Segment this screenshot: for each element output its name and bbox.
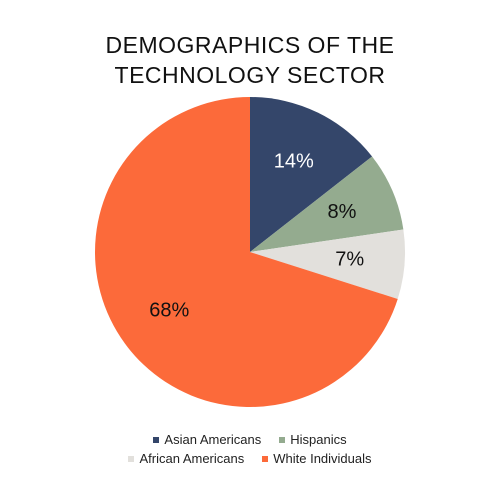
data-label: 8% — [327, 201, 356, 223]
legend-row-1: Asian Americans Hispanics — [0, 430, 500, 449]
legend-swatch — [279, 436, 286, 443]
legend-label: White Individuals — [273, 451, 372, 466]
legend-item-hispanics: Hispanics — [279, 432, 347, 447]
legend-item-african-americans: African Americans — [128, 451, 244, 466]
legend-item-white-individuals: White Individuals — [262, 451, 372, 466]
legend-label: African Americans — [139, 451, 245, 466]
pie-slice-african-americans — [250, 229, 405, 299]
pie-slice-hispanics — [250, 156, 404, 252]
legend-label: Hispanics — [290, 432, 347, 447]
chart-title-line-1: DEMOGRAPHICS OF THE — [105, 32, 395, 58]
legend-label: Asian Americans — [164, 432, 262, 447]
legend-row-2: African Americans White Individuals — [0, 449, 500, 468]
chart-title: DEMOGRAPHICS OF THE TECHNOLOGY SECTOR — [0, 30, 500, 90]
legend-swatch — [128, 455, 135, 462]
pie-slice-asian-americans — [250, 97, 373, 252]
pie-slice-white-individuals — [94, 97, 398, 407]
legend-swatch — [262, 455, 269, 462]
data-label: 14% — [274, 150, 314, 172]
chart-title-line-2: TECHNOLOGY SECTOR — [114, 62, 386, 88]
data-label: 7% — [335, 248, 364, 270]
legend-swatch — [153, 436, 160, 443]
legend-item-asian-americans: Asian Americans — [153, 432, 261, 447]
data-label: 68% — [149, 299, 189, 321]
legend: Asian Americans Hispanics African Americ… — [0, 430, 500, 468]
